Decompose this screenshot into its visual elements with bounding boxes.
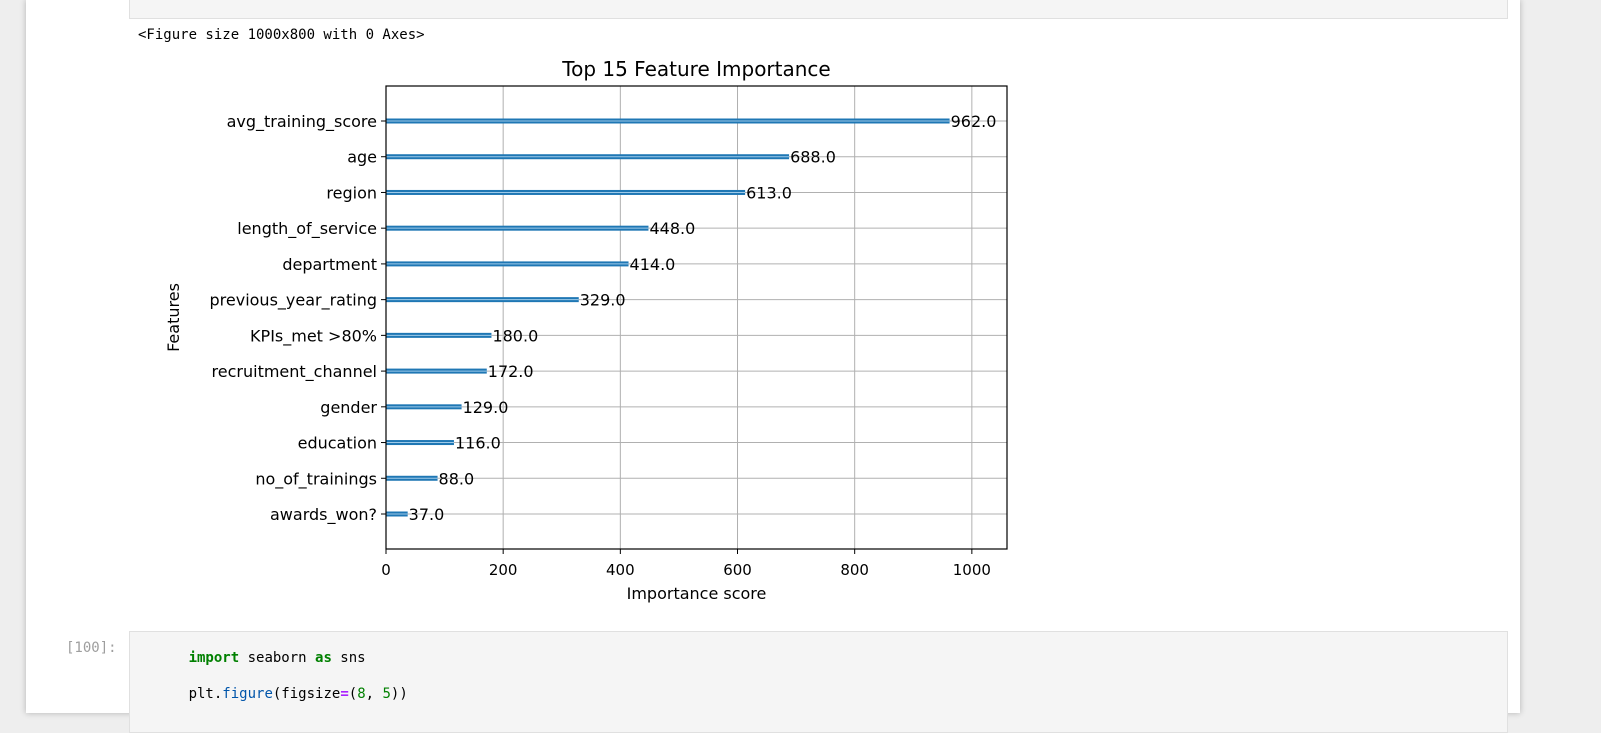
chart-title: Top 15 Feature Importance xyxy=(561,57,830,81)
value-label: 414.0 xyxy=(630,255,676,274)
y-tick-label: region xyxy=(326,183,377,202)
value-label: 329.0 xyxy=(580,291,626,310)
axes-frame xyxy=(385,85,1008,550)
bar-layer xyxy=(386,118,950,517)
code-cell-input[interactable]: import seaborn as sns plt.figure(figsize… xyxy=(129,631,1508,733)
value-label: 172.0 xyxy=(488,362,534,381)
x-tick-layer: 0 200 400 600 800 1000 xyxy=(381,549,991,579)
code-line-2: plt.figure(figsize=(8, 5)) xyxy=(138,670,408,718)
value-label: 180.0 xyxy=(492,326,538,345)
x-tick-label: 0 xyxy=(381,561,391,579)
keyword-import: import xyxy=(188,650,240,666)
y-tick-label: department xyxy=(282,255,377,274)
code-line-1: import seaborn as sns xyxy=(138,634,366,682)
y-tick-label: education xyxy=(298,434,377,453)
code-function: figure xyxy=(222,686,273,702)
x-tick-label: 400 xyxy=(606,561,635,579)
code-number: 5 xyxy=(382,686,391,702)
y-tick-label: gender xyxy=(320,398,377,417)
x-tick-label: 800 xyxy=(840,561,869,579)
y-tick-label: length_of_service xyxy=(237,219,377,239)
y-tick-label: recruitment_channel xyxy=(212,362,377,382)
value-label: 962.0 xyxy=(951,112,997,131)
value-label: 37.0 xyxy=(409,505,445,524)
previous-code-cell[interactable] xyxy=(129,0,1508,19)
x-axis-label: Importance score xyxy=(627,584,767,603)
y-tick-label: age xyxy=(347,148,377,167)
y-tick-label: KPIs_met >80% xyxy=(250,326,377,346)
code-object: plt. xyxy=(188,686,223,702)
code-number: 8 xyxy=(357,686,366,702)
y-tick-label: no_of_trainings xyxy=(255,469,377,489)
value-label: 688.0 xyxy=(790,148,836,167)
code-sep: , xyxy=(365,686,383,702)
cell-prompt: [100]: xyxy=(66,640,117,656)
y-axis-label: Features xyxy=(164,283,183,352)
code-arg: (figsize xyxy=(272,686,341,702)
code-paren: ( xyxy=(348,686,358,702)
x-tick-label: 1000 xyxy=(953,561,991,579)
value-label: 129.0 xyxy=(463,398,509,417)
value-label: 88.0 xyxy=(439,469,475,488)
y-tick-label: awards_won? xyxy=(270,505,377,525)
alias-name: sns xyxy=(331,650,366,666)
y-tick-label: previous_year_rating xyxy=(210,291,378,311)
x-tick-label: 600 xyxy=(723,561,752,579)
code-close: )) xyxy=(390,686,408,702)
x-tick-label: 200 xyxy=(489,561,518,579)
value-label: 613.0 xyxy=(746,183,792,202)
notebook-panel: <Figure size 1000x800 with 0 Axes> avg_t… xyxy=(26,0,1520,733)
code-operator: = xyxy=(340,686,349,702)
module-name: seaborn xyxy=(239,650,316,666)
keyword-as: as xyxy=(315,650,332,666)
value-label: 116.0 xyxy=(455,434,501,453)
figure-repr-output: <Figure size 1000x800 with 0 Axes> xyxy=(138,27,425,43)
y-tick-label: avg_training_score xyxy=(227,112,377,132)
value-label: 448.0 xyxy=(649,219,695,238)
